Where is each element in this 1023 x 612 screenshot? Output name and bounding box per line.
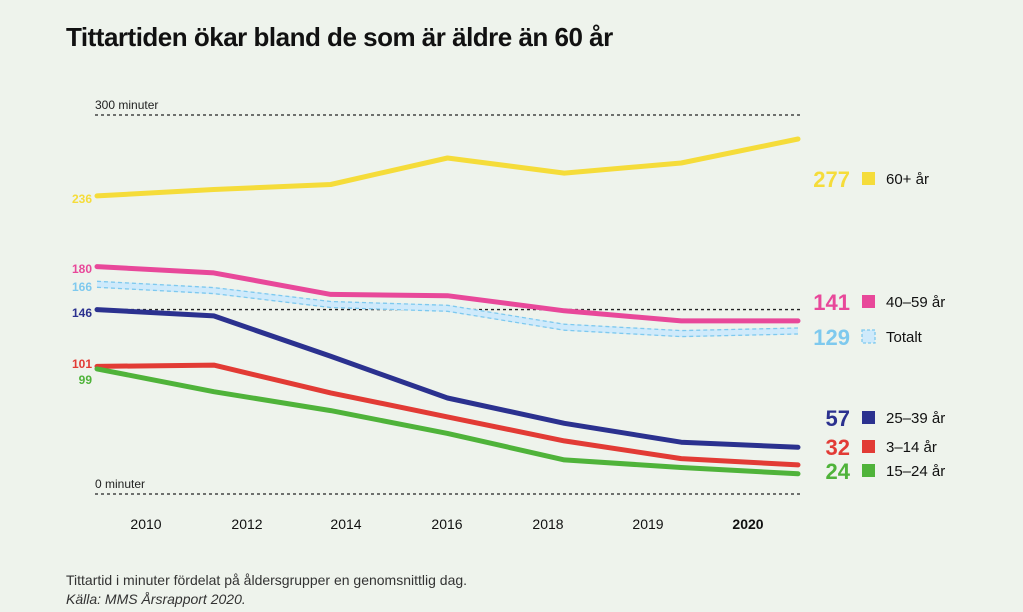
x-tick-label-2012: 2012 bbox=[231, 516, 262, 532]
legend-swatch-15-24-r bbox=[862, 464, 875, 477]
series-line-60-r bbox=[94, 136, 801, 199]
series-line-totalt bbox=[96, 280, 799, 332]
x-tick-label-2010: 2010 bbox=[130, 516, 161, 532]
series-line-edge-totalt bbox=[96, 286, 799, 338]
end-label-40-59-r: 141 bbox=[813, 290, 850, 315]
start-label-60-r: 236 bbox=[72, 192, 92, 206]
series-start-labels: 166 236 180 146 101 99 bbox=[72, 192, 92, 387]
series-line-band-totalt bbox=[96, 280, 799, 338]
legend-label-15-24-r: 15–24 år bbox=[886, 463, 945, 480]
legend-label-40-59-r: 40–59 år bbox=[886, 294, 945, 311]
start-label-15-24-r: 99 bbox=[79, 373, 93, 387]
x-tick-label-2016: 2016 bbox=[431, 516, 462, 532]
series-line-3-14-r bbox=[94, 362, 801, 468]
chart-title: Tittartiden ökar bland de som är äldre ä… bbox=[66, 22, 613, 52]
legend-swatch-25-39-r bbox=[862, 411, 875, 424]
end-label-3-14-r: 32 bbox=[826, 435, 850, 460]
end-label-totalt: 129 bbox=[813, 325, 850, 350]
reference-line-label-2: 0 minuter bbox=[95, 477, 145, 491]
end-label-60-r: 277 bbox=[813, 167, 850, 192]
start-label-totalt: 166 bbox=[72, 280, 92, 294]
legend-swatch-3-14-r bbox=[862, 440, 875, 453]
start-label-40-59-r: 180 bbox=[72, 262, 92, 276]
x-tick-label-2020: 2020 bbox=[732, 516, 763, 532]
legend-label-3-14-r: 3–14 år bbox=[886, 439, 937, 456]
series-line-25-39-r bbox=[94, 307, 801, 450]
legend: Totalt 60+ år 40–59 år 25–39 år 3–14 år 15–24… bbox=[861, 171, 945, 480]
x-tick-label-2014: 2014 bbox=[330, 516, 361, 532]
series-line-15-24-r bbox=[94, 366, 801, 477]
start-label-3-14-r: 101 bbox=[72, 357, 92, 371]
x-tick-label-2018: 2018 bbox=[532, 516, 563, 532]
chart-footnote: Tittartid i minuter fördelat på åldersgr… bbox=[66, 572, 468, 588]
chart-source: Källa: MMS Årsrapport 2020. bbox=[66, 591, 246, 607]
x-tick-label-2019: 2019 bbox=[632, 516, 663, 532]
end-label-15-24-r: 24 bbox=[826, 459, 851, 484]
legend-label-60-r: 60+ år bbox=[886, 171, 929, 188]
legend-label-25-39-r: 25–39 år bbox=[886, 410, 945, 427]
end-label-25-39-r: 57 bbox=[826, 406, 850, 431]
reference-line-label-0: 300 minuter bbox=[95, 98, 158, 112]
series-lines bbox=[94, 136, 801, 477]
legend-swatch-40-59-r bbox=[862, 295, 875, 308]
start-label-25-39-r: 146 bbox=[72, 306, 92, 320]
legend-swatch-totalt bbox=[861, 329, 876, 344]
x-axis-ticks: 2010 2012 2014 2016 2018 2019 2020 bbox=[130, 516, 763, 532]
legend-swatch-60-r bbox=[862, 172, 875, 185]
series-line-40-59-r bbox=[94, 264, 801, 324]
legend-label-totalt: Totalt bbox=[886, 329, 923, 346]
reference-lines: 300 minuter 0 minuter bbox=[95, 98, 800, 495]
